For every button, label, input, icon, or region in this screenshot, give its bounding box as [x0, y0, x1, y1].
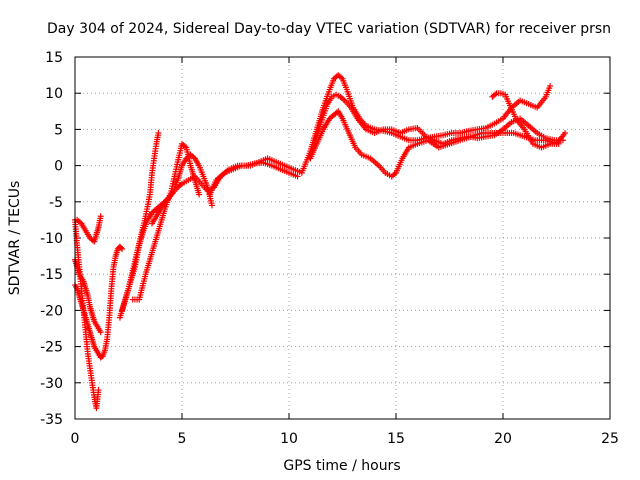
- grid-lines: [75, 57, 610, 419]
- series-track-9: [206, 72, 554, 198]
- data-point-marker: [97, 329, 104, 336]
- y-tick-label: 5: [54, 122, 63, 138]
- series-track-8: [149, 159, 301, 227]
- y-tick-label: -15: [40, 267, 63, 283]
- data-point-marker: [208, 202, 215, 209]
- y-axis-label: SDTVAR / TECUs: [7, 181, 23, 296]
- data-point-marker: [196, 191, 203, 198]
- series-track-3: [72, 256, 104, 336]
- chart-title: Day 304 of 2024, Sidereal Day-to-day VTE…: [47, 21, 611, 37]
- x-tick-label: 10: [280, 431, 298, 447]
- data-point-marker: [119, 245, 126, 252]
- y-tick-label: 0: [54, 159, 63, 175]
- series-track-7: [129, 140, 203, 303]
- plot-area-border: [74, 56, 611, 420]
- data-point-marker: [118, 244, 125, 251]
- data-point-marker: [95, 387, 102, 394]
- series-track-4: [74, 213, 104, 245]
- y-tick-label: -25: [40, 340, 63, 356]
- data-point-marker: [294, 173, 301, 180]
- y-tick-label: 10: [45, 86, 63, 102]
- series-track-10: [311, 91, 566, 147]
- data-point-marker: [97, 213, 104, 220]
- series-track-2: [72, 243, 126, 361]
- data-point-marker: [155, 130, 162, 137]
- y-axis-tick-labels: -35 -30 -25 -20 -15 -10 -5 0 5 10 15: [40, 50, 63, 428]
- data-point-marker: [547, 82, 554, 89]
- x-axis-label: GPS time / hours: [283, 458, 400, 474]
- series-track-11: [307, 108, 569, 180]
- y-tick-label: 15: [45, 50, 63, 66]
- data-point-marker: [562, 130, 569, 137]
- series-track-12: [489, 90, 562, 151]
- y-tick-label: -30: [40, 376, 63, 392]
- data-point-marker: [555, 140, 562, 147]
- y-tick-label: -10: [40, 231, 63, 247]
- x-tick-label: 5: [178, 431, 187, 447]
- data-series: [72, 72, 569, 412]
- x-tick-label: 0: [71, 431, 80, 447]
- x-tick-label: 25: [601, 431, 619, 447]
- y-tick-label: -20: [40, 303, 63, 319]
- y-tick-label: -35: [40, 412, 63, 428]
- y-tick-label: -5: [49, 195, 63, 211]
- x-tick-label: 15: [387, 431, 405, 447]
- x-axis-tick-labels: 0 5 10 15 20 25: [71, 431, 619, 447]
- series-track-6: [119, 151, 215, 314]
- x-tick-label: 20: [494, 431, 512, 447]
